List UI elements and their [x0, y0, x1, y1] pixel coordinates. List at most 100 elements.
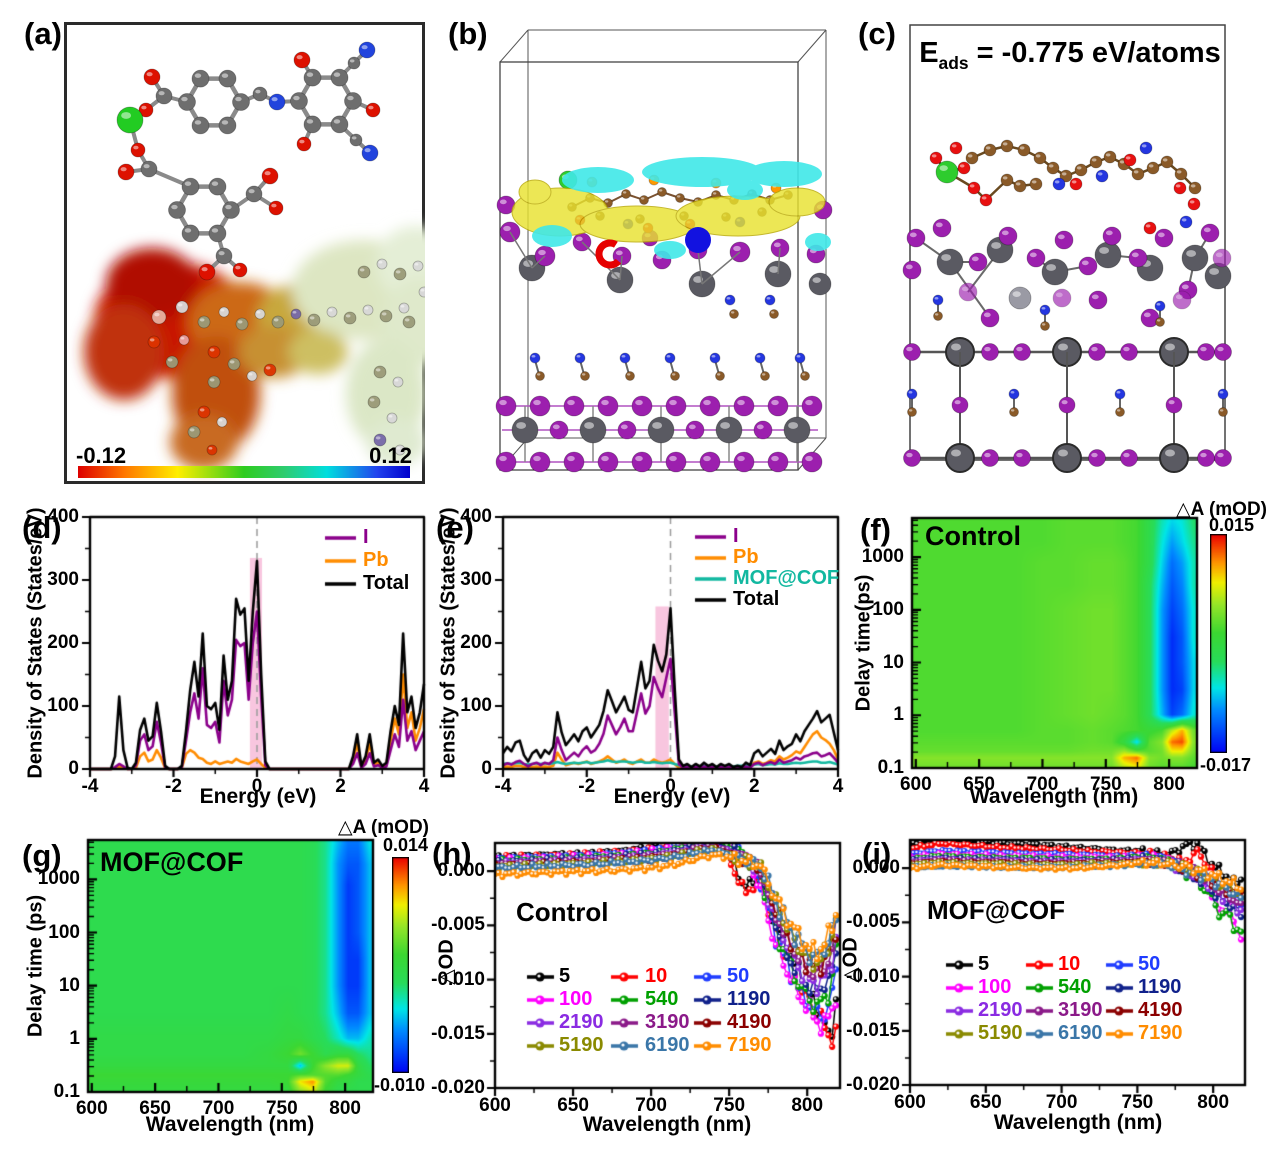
y-tick-label: -0.015 [431, 1022, 485, 1044]
legend-label: Pb [363, 549, 389, 571]
g-colorbar-max: 0.014 [383, 835, 429, 855]
y-tick-label: 0 [481, 758, 492, 780]
legend-label: 5190 [978, 1022, 1023, 1044]
colorbar-control [1210, 534, 1227, 753]
y-tick-label: 200 [460, 632, 492, 654]
f-colorbar-title: △A (mOD) [1176, 499, 1267, 520]
legend-label: 6190 [1058, 1022, 1103, 1044]
h-xlabel: Wavelength (nm) [582, 1113, 752, 1136]
eads-value: = -0.775 eV/atoms [968, 37, 1221, 69]
x-tick-label: 700 [635, 1095, 667, 1116]
adsorption-structure-illustration [902, 24, 1232, 473]
y-tick-label: 400 [460, 506, 492, 528]
x-tick-label: 800 [1153, 774, 1185, 795]
x-tick-label: 800 [329, 1098, 361, 1119]
colorbar-mofcof [392, 857, 409, 1073]
x-tick-label: 750 [713, 1095, 746, 1116]
y-tick-label: 0.1 [53, 1081, 80, 1103]
y-tick-label: 100 [47, 695, 79, 717]
y-tick-label: -0.015 [846, 1019, 900, 1041]
e-xlabel: Energy (eV) [613, 785, 731, 808]
x-tick-label: 600 [479, 1095, 511, 1116]
legend-label: I [363, 526, 369, 548]
y-tick-label: 1 [69, 1027, 80, 1049]
legend-label: 3190 [1058, 999, 1103, 1021]
y-tick-label: 300 [460, 569, 492, 591]
x-tick-label: 650 [969, 1092, 1002, 1113]
x-tick-label: 650 [139, 1098, 171, 1119]
x-tick-label: 4 [418, 776, 430, 797]
legend-label: 4190 [1138, 999, 1183, 1021]
x-tick-label: 700 [202, 1098, 235, 1119]
panel-c-label: (c) [858, 16, 896, 51]
y-tick-label: 1000 [861, 546, 904, 568]
x-tick-label: 750 [1089, 774, 1122, 795]
y-tick-label: -0.005 [431, 914, 485, 936]
x-tick-label: 800 [791, 1095, 824, 1116]
legend-label: 5190 [559, 1034, 604, 1056]
legend-label: 10 [1058, 953, 1081, 975]
panel-b-label: (b) [448, 16, 488, 51]
legend-label: 50 [1138, 953, 1161, 975]
spectra-chart-mofcof [845, 815, 1269, 1159]
legend-label: 540 [1058, 976, 1092, 998]
legend-label: 540 [645, 988, 679, 1010]
x-tick-label: 0 [251, 776, 263, 797]
x-tick-label: 600 [75, 1098, 108, 1119]
y-tick-label: 0.000 [437, 860, 485, 882]
dos-chart-mofcof [430, 505, 850, 815]
d-ylabel: Density of States (States/eV) [24, 507, 47, 779]
x-tick-label: 700 [1026, 774, 1059, 795]
f-inner-title: Control [925, 521, 1021, 551]
legend-label: 5 [978, 953, 990, 975]
h-inner-title: Control [516, 897, 609, 927]
legend-label: 10 [645, 965, 668, 987]
y-tick-label: -0.020 [431, 1077, 485, 1099]
x-tick-label: 650 [557, 1095, 589, 1116]
i-inner-title: MOF@COF [927, 895, 1065, 925]
legend-label: 3190 [645, 1011, 690, 1033]
y-tick-label: -0.005 [846, 911, 900, 933]
x-tick-label: -2 [165, 776, 182, 797]
y-tick-label: -0.010 [846, 965, 900, 987]
legend-label: 1190 [727, 988, 771, 1010]
esp-scale-max: 0.12 [369, 443, 412, 468]
g-ylabel: Delay time (ps) [24, 894, 47, 1038]
x-tick-label: 2 [748, 776, 760, 797]
y-tick-label: -0.020 [846, 1074, 900, 1096]
g-colorbar-min: -0.010 [374, 1075, 426, 1095]
y-tick-label: 100 [872, 598, 904, 620]
x-tick-label: 600 [899, 774, 932, 795]
ta-heatmap-control [850, 505, 1269, 815]
eads-symbol: E [919, 37, 939, 69]
f-colorbar-max: 0.015 [1209, 515, 1255, 535]
x-tick-label: 4 [832, 776, 844, 797]
y-tick-label: 200 [47, 632, 79, 654]
y-tick-label: 100 [48, 921, 80, 943]
y-tick-label: 0 [68, 758, 79, 780]
x-tick-label: 2 [335, 776, 346, 797]
x-tick-label: 600 [894, 1092, 926, 1113]
adsorption-energy-annotation: Eads = -0.775 eV/atoms [919, 38, 1221, 72]
y-tick-label: 1000 [37, 868, 80, 890]
g-colorbar-title: △A (mOD) [338, 817, 429, 838]
y-tick-label: 0.1 [877, 757, 904, 779]
g-inner-title: MOF@COF [100, 847, 244, 877]
dos-chart-control [20, 505, 430, 815]
esp-scale-min: -0.12 [76, 443, 127, 468]
y-tick-label: -0.010 [431, 968, 485, 990]
y-tick-label: 0.000 [852, 857, 900, 879]
legend-label: I [733, 525, 739, 547]
legend-label: 2190 [978, 999, 1023, 1021]
legend-label: 6190 [645, 1034, 690, 1056]
f-colorbar-min: -0.017 [1200, 755, 1252, 775]
y-tick-label: 300 [47, 569, 79, 591]
legend-label: Pb [733, 546, 759, 568]
spectra-chart-control [430, 815, 850, 1159]
y-tick-label: 10 [882, 651, 904, 673]
charge-density-illustration [495, 29, 833, 473]
x-tick-label: 750 [1121, 1092, 1154, 1113]
legend-label: 100 [559, 988, 593, 1010]
esp-molecule-illustration [64, 22, 425, 484]
legend-label: 50 [727, 965, 750, 987]
